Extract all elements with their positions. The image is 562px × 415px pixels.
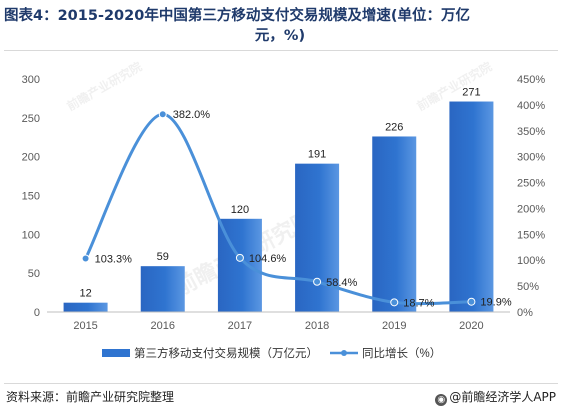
y-left-tick-label: 150 [22,191,40,203]
chart-legend: 第三方移动支付交易规模（万亿元） 同比增长（%） [102,346,441,360]
y-right-tick-label: 0% [517,307,533,319]
legend-bar-swatch [102,349,130,357]
y-left-tick-label: 0 [34,307,40,319]
growth-data-label: 18.7% [403,297,434,309]
growth-data-label: 382.0% [173,109,211,121]
growth-point [236,254,243,261]
brand-credit: ◉ @前瞻经济学人APP [435,388,556,406]
y-left-tick-label: 200 [22,152,40,164]
brand-logo-icon: ◉ [435,394,447,406]
growth-data-label: 19.9% [480,297,511,309]
x-tick-label: 2018 [305,320,329,332]
bar [64,303,108,312]
y-right-tick-label: 50% [517,281,539,293]
footer-divider [4,383,558,384]
bar-data-label: 12 [79,288,91,300]
y-right-tick-label: 450% [517,74,545,86]
growth-data-label: 103.3% [95,254,133,266]
x-tick-label: 2015 [73,320,97,332]
watermark-text: 前瞻产业研究院 [64,59,144,114]
x-tick-label: 2016 [151,320,175,332]
bar [295,164,339,312]
growth-point [159,111,166,118]
y-left-tick-label: 50 [28,268,40,280]
chart-title-line2: 元，%) [4,26,556,46]
x-tick-label: 2017 [228,320,252,332]
growth-point [468,298,475,305]
chart-title: 图表4：2015-2020年中国第三方移动支付交易规模及增速(单位：万亿 元，%… [4,6,556,46]
legend-line-label: 同比增长（%） [362,346,441,360]
y-right-tick-label: 300% [517,152,545,164]
y-right-tick-label: 200% [517,203,545,215]
bar [372,136,416,312]
chart-title-line1: 图表4：2015-2020年中国第三方移动支付交易规模及增速(单位：万亿 [4,6,556,26]
bar [141,266,185,312]
y-right-tick-label: 150% [517,229,545,241]
bar-data-label: 120 [231,204,249,216]
growth-data-label: 104.6% [249,253,287,265]
x-tick-label: 2019 [382,320,406,332]
source-note: 资料来源：前瞻产业研究院整理 [6,388,174,405]
brand-text: @前瞻经济学人APP [449,390,556,404]
y-left-tick-label: 300 [22,74,40,86]
y-right-tick-label: 350% [517,126,545,138]
bar-data-label: 59 [157,251,169,263]
growth-data-label: 58.4% [326,277,357,289]
y-left-tick-label: 250 [22,113,40,125]
growth-point [391,299,398,306]
bar-data-label: 191 [308,149,326,161]
bar-data-label: 226 [385,121,403,133]
legend-bar-label: 第三方移动支付交易规模（万亿元） [134,346,318,360]
y-right-tick-label: 400% [517,100,545,112]
bar [449,102,493,312]
y-right-tick-label: 250% [517,178,545,190]
growth-point [314,278,321,285]
title-divider [4,50,558,51]
legend-line-marker [341,350,347,356]
y-right-tick-label: 100% [517,255,545,267]
x-tick-label: 2020 [459,320,483,332]
y-left-tick-label: 100 [22,229,40,241]
bar-data-label: 271 [462,87,480,99]
growth-point [82,255,89,262]
